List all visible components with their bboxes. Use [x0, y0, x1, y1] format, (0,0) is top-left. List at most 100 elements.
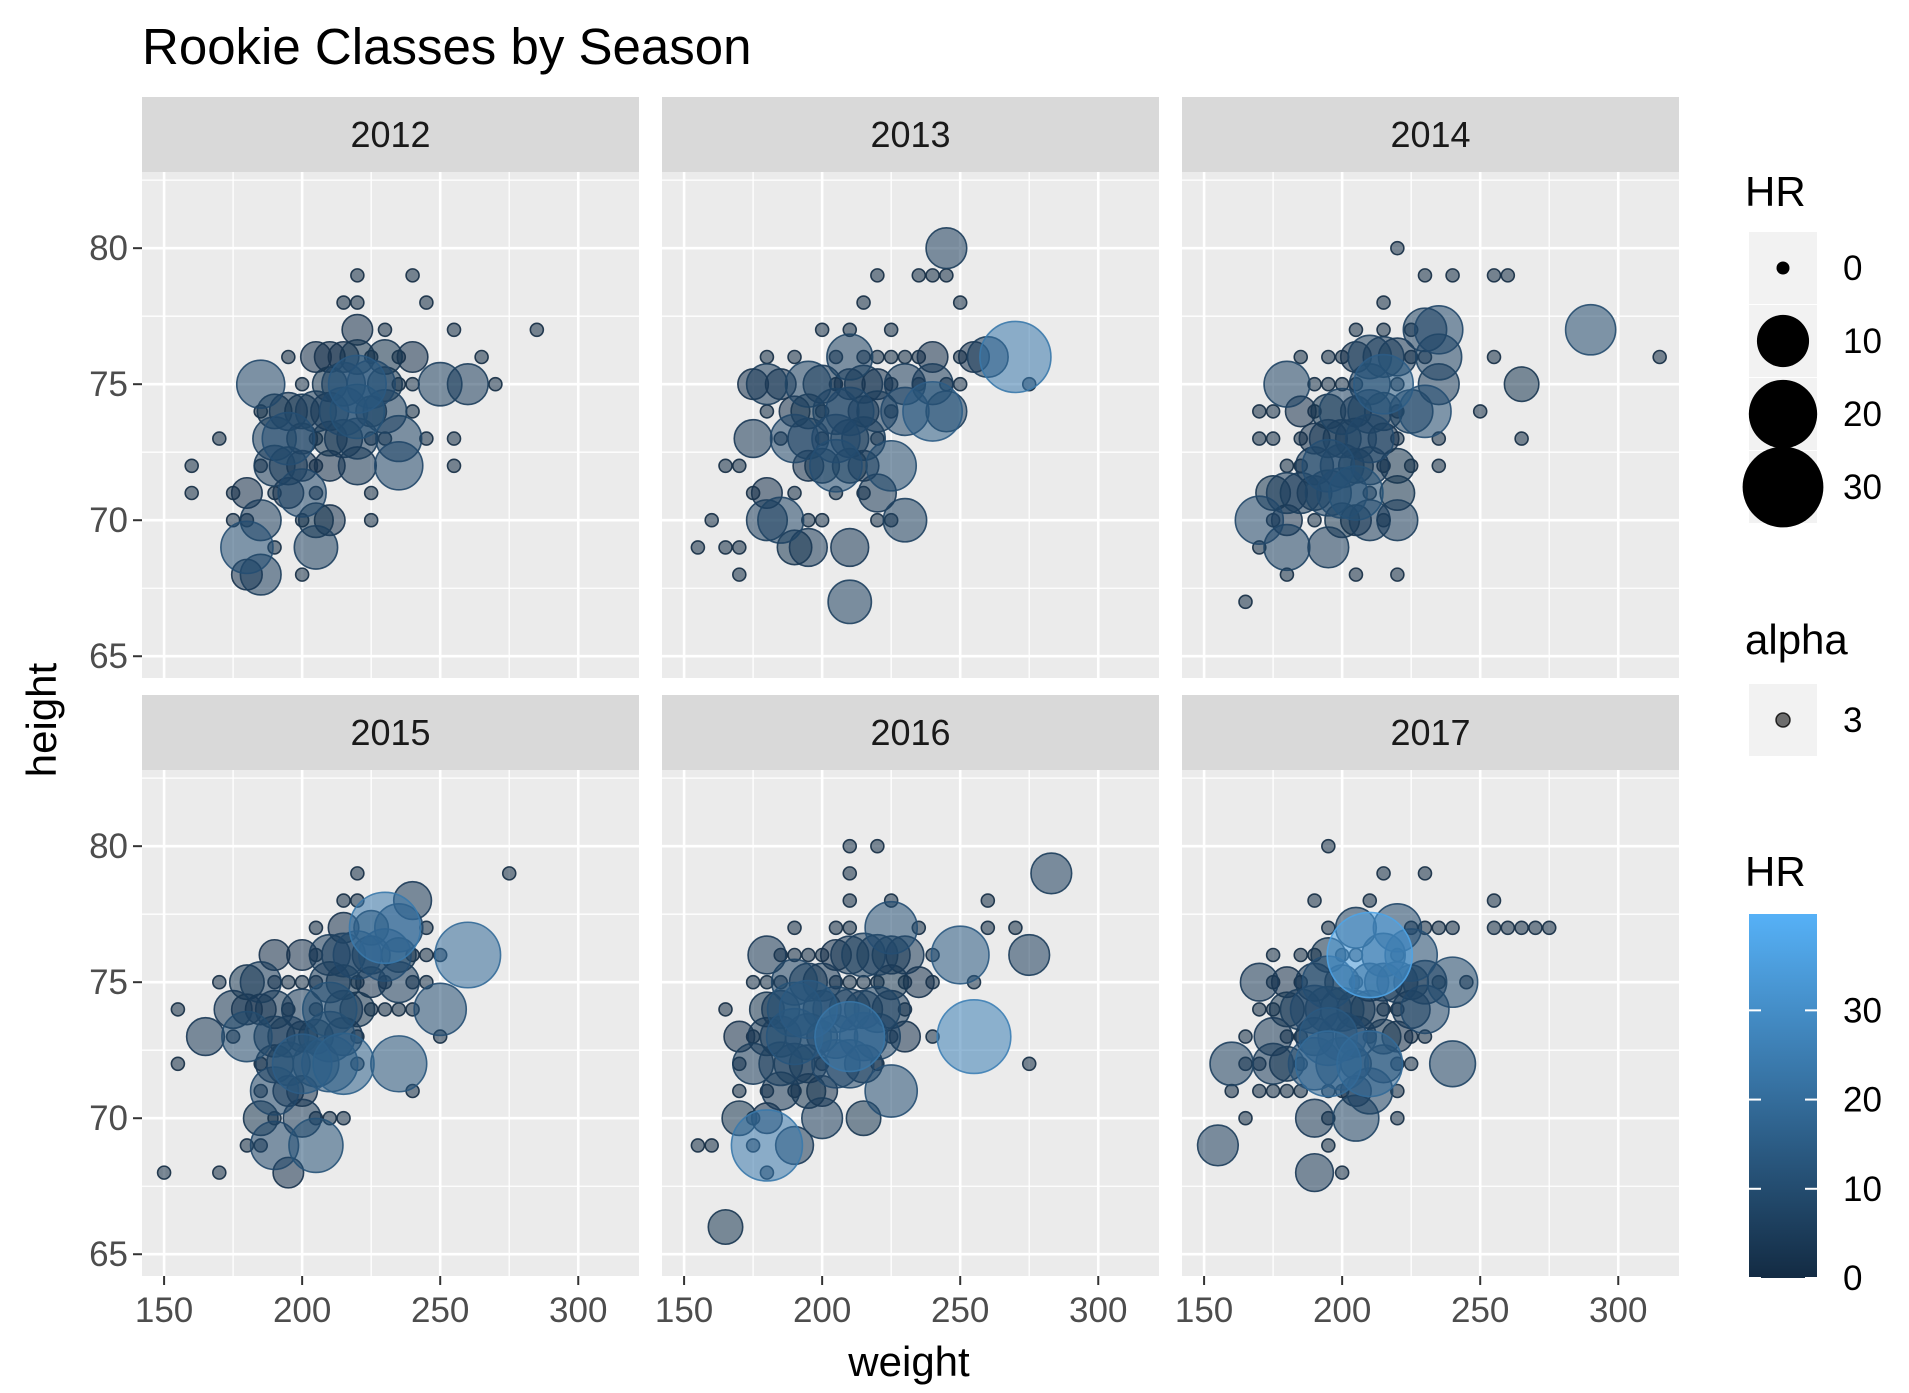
data-point	[1196, 1124, 1240, 1167]
legend-color-label: 0	[1843, 1259, 1862, 1298]
data-point	[788, 527, 829, 568]
data-point	[1252, 431, 1267, 446]
y-tick-label: 70	[89, 501, 128, 540]
data-point	[830, 527, 870, 568]
legend-size-label: 10	[1843, 322, 1882, 361]
data-point	[1321, 838, 1336, 854]
facet-strip-label: 2012	[350, 114, 430, 155]
data-point	[930, 925, 990, 985]
data-point	[373, 441, 424, 491]
data-point	[281, 349, 296, 365]
data-point	[1541, 920, 1557, 936]
data-point	[391, 1002, 407, 1017]
data-point	[745, 974, 761, 990]
data-point	[1390, 567, 1405, 582]
legend-size-symbol	[1776, 261, 1790, 275]
data-point	[1238, 1110, 1253, 1126]
data-point	[377, 322, 393, 338]
data-point	[1008, 920, 1023, 936]
data-point	[732, 567, 747, 582]
data-point	[501, 866, 517, 881]
data-point	[1294, 1098, 1335, 1138]
x-tick-label: 300	[1589, 1291, 1647, 1330]
data-point	[801, 947, 816, 963]
data-point	[1486, 893, 1502, 908]
data-point	[732, 540, 747, 555]
data-point	[1008, 933, 1051, 977]
data-point	[952, 376, 968, 392]
data-point	[1486, 268, 1502, 283]
data-point	[911, 268, 927, 283]
data-point	[1500, 268, 1516, 283]
data-point	[1251, 1042, 1295, 1085]
x-tick-label: 300	[549, 1291, 607, 1330]
data-point	[1514, 920, 1529, 936]
data-point	[718, 458, 733, 474]
data-point	[809, 438, 863, 493]
data-point	[336, 295, 351, 310]
facet-strip	[142, 97, 639, 172]
data-point	[1472, 404, 1488, 419]
legend-color-title: HR	[1745, 848, 1806, 895]
legend-color-bar	[1749, 914, 1817, 1278]
data-point	[446, 431, 462, 446]
data-point	[312, 1032, 375, 1096]
data-point	[417, 361, 463, 407]
data-point	[979, 320, 1052, 394]
data-point	[814, 322, 830, 338]
facet-strip	[662, 695, 1159, 770]
data-point	[170, 1056, 186, 1072]
data-point	[1564, 303, 1617, 356]
data-point	[1307, 526, 1350, 569]
data-point	[1486, 349, 1502, 365]
data-point	[718, 540, 733, 555]
data-point	[1445, 268, 1460, 283]
data-point	[434, 921, 502, 989]
facet-panel-2013: 2013	[662, 97, 1159, 678]
data-point	[1252, 404, 1267, 419]
data-point	[1431, 920, 1447, 936]
x-axis-title: weight	[847, 1338, 970, 1385]
data-point	[529, 322, 545, 338]
data-point	[350, 268, 365, 283]
data-point	[261, 411, 316, 466]
data-point	[733, 418, 773, 459]
data-point	[288, 1117, 344, 1174]
data-point	[1224, 1083, 1239, 1099]
data-point	[336, 893, 351, 908]
data-point	[350, 295, 365, 310]
data-point	[870, 268, 885, 283]
data-point	[883, 322, 899, 338]
x-tick-label: 200	[273, 1291, 331, 1330]
y-tick-label: 75	[89, 963, 128, 1002]
data-point	[1353, 353, 1415, 415]
data-point	[787, 485, 802, 501]
chart-title: Rookie Classes by Season	[142, 18, 752, 75]
y-tick-label: 75	[89, 365, 128, 404]
data-point	[363, 485, 379, 501]
legend-color-label: 30	[1843, 991, 1882, 1030]
data-point	[1431, 458, 1447, 474]
data-point	[814, 1000, 886, 1073]
legend-alpha-title: alpha	[1745, 616, 1848, 663]
data-point	[1321, 349, 1336, 365]
data-point	[1348, 322, 1364, 338]
data-point	[939, 268, 954, 283]
data-point	[814, 512, 830, 528]
data-point	[704, 1138, 720, 1153]
data-point	[1307, 512, 1322, 528]
data-point	[980, 893, 996, 908]
data-point	[842, 974, 858, 990]
facet-strip	[662, 97, 1159, 172]
data-point	[1234, 495, 1285, 546]
data-point	[293, 524, 339, 570]
data-point	[212, 974, 227, 990]
data-point	[1030, 852, 1073, 895]
data-point	[1500, 920, 1516, 936]
data-point	[730, 1109, 804, 1182]
data-point	[1294, 1152, 1335, 1193]
facet-strip	[142, 695, 639, 770]
data-point	[474, 349, 489, 365]
data-point	[757, 496, 805, 544]
